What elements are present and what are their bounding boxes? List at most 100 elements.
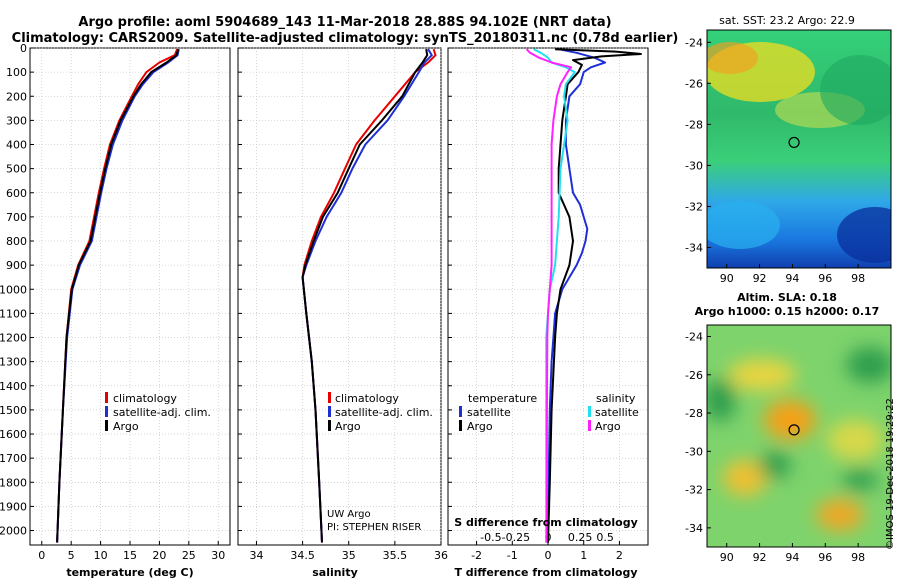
legend-label-argo: Argo (335, 420, 361, 433)
temperature-lines (56, 48, 180, 543)
legend-swatch-satellite-adj (105, 406, 108, 417)
legend-swatch-t-argo (459, 420, 462, 431)
difference-lines (525, 48, 642, 543)
series-line-s-argo (525, 48, 573, 543)
legend-title-temperature: temperature (468, 392, 537, 405)
x-tick-label: 5 (68, 549, 75, 562)
sst-map-ticks: 90 92 94 96 98 -24 -26 -28 -30 -32 -34 (685, 36, 865, 285)
x-tick-label: 34 (249, 549, 263, 562)
x-tick-label: 2 (616, 549, 623, 562)
x-tick-label: 20 (152, 549, 166, 562)
sst-map-field (707, 30, 891, 268)
map-x-tick-label: 94 (785, 272, 799, 285)
map-y-tick-label: -26 (685, 77, 703, 90)
x-tick-label: 36 (434, 549, 448, 562)
legend-swatch-satellite-adj (328, 406, 331, 417)
sst-map-frame (706, 29, 892, 269)
temperature-ticks: 0100200300400500600700800900100011001200… (0, 42, 225, 562)
map-x-tick-label: 96 (818, 272, 832, 285)
temperature-xlabel: temperature (deg C) (66, 566, 193, 579)
x-tick-label: 25 (182, 549, 196, 562)
sla-map-field (707, 325, 891, 547)
annotation-pi: PI: STEPHEN RISER (327, 522, 421, 533)
temperature-panel: 0100200300400500600700800900100011001200… (0, 42, 231, 579)
map-x-tick-label: 92 (753, 551, 767, 564)
sst-hot-patch (707, 42, 758, 74)
salinity-grid (238, 47, 442, 545)
legend-label-s-satellite: satellite (595, 406, 639, 419)
x-tick-label: 10 (94, 549, 108, 562)
legend-swatch-argo (328, 420, 331, 431)
series-line-climatology (56, 48, 179, 543)
map-x-tick-label: 90 (720, 272, 734, 285)
title-line-1: Argo profile: aoml 5904689_143 11-Mar-20… (78, 15, 611, 30)
top-x-tick-label: 0.5 (596, 531, 614, 544)
map-y-tick-label: -30 (685, 445, 703, 458)
map-y-tick-label: -24 (685, 36, 703, 49)
difference-legend: temperature satellite Argo salinity sate… (459, 392, 639, 433)
sla-mid-blob-2 (723, 460, 767, 496)
salinity-legend: climatology satellite-adj. clim. Argo (328, 392, 433, 433)
top-x-tick-label: -0.25 (502, 531, 530, 544)
legend-label-climatology: climatology (113, 392, 177, 405)
salinity-lines (301, 48, 437, 543)
temperature-legend: climatology satellite-adj. clim. Argo (105, 392, 211, 433)
series-line-t-satellite (547, 48, 607, 543)
sla-low-blob-3 (759, 451, 791, 479)
sla-blobs (707, 347, 891, 531)
x-tick-label: 0 (38, 549, 45, 562)
y-tick-label: 1800 (0, 476, 27, 489)
series-line-t-argo (547, 48, 642, 543)
title-line-2: Climatology: CARS2009. Satellite-adjuste… (12, 31, 679, 46)
series-line-argo (301, 49, 429, 543)
y-tick-label: 0 (20, 42, 27, 55)
sla-map-panel: Altim. SLA: 0.18 Argo h1000: 0.15 h2000:… (685, 291, 892, 564)
temperature-grid (30, 47, 230, 545)
map-y-tick-label: -34 (685, 522, 703, 535)
sla-map-frame (706, 324, 892, 548)
sla-map-title-2: Argo h1000: 0.15 h2000: 0.17 (695, 305, 880, 318)
sst-green-patch (820, 55, 891, 125)
series-line-s-satellite (533, 48, 576, 543)
x-tick-label: 1 (580, 549, 587, 562)
legend-label-satellite-adj: satellite-adj. clim. (113, 406, 211, 419)
y-tick-label: 2000 (0, 525, 27, 538)
x-tick-label: 15 (123, 549, 137, 562)
sla-map-title-1: Altim. SLA: 0.18 (737, 291, 837, 304)
map-x-tick-label: 96 (818, 551, 832, 564)
map-y-tick-label: -28 (685, 118, 703, 131)
series-line-climatology (301, 48, 437, 543)
map-y-tick-label: -30 (685, 159, 703, 172)
difference-top-ticks: -0.5 -0.25 0 0.25 0.5 (480, 531, 614, 544)
legend-title-salinity: salinity (596, 392, 636, 405)
y-tick-label: 1100 (0, 307, 27, 320)
legend-swatch-s-argo (588, 420, 591, 431)
map-y-tick-label: -34 (685, 241, 703, 254)
sst-cold-patch (837, 207, 891, 263)
sla-low-blob (707, 378, 736, 422)
legend-swatch-argo (105, 420, 108, 431)
sla-low-blob-2 (846, 347, 891, 383)
sla-high-blob-2 (816, 499, 864, 531)
map-x-tick-label: 92 (753, 272, 767, 285)
x-tick-label: 30 (211, 549, 225, 562)
x-tick-label: 34.5 (290, 549, 315, 562)
map-y-tick-label: -26 (685, 369, 703, 382)
y-tick-label: 1700 (0, 452, 27, 465)
y-tick-label: 200 (6, 90, 27, 103)
legend-label-argo: Argo (113, 420, 139, 433)
series-line-argo (56, 48, 180, 543)
x-tick-label: 35 (342, 549, 356, 562)
salinity-ticks: 34 34.5 35 35.5 36 (238, 47, 448, 562)
y-tick-label: 600 (6, 187, 27, 200)
legend-label-s-argo: Argo (595, 420, 621, 433)
sst-cool-patch (707, 201, 780, 249)
y-tick-label: 300 (6, 114, 27, 127)
sla-mid-blob (728, 359, 796, 391)
map-y-tick-label: -28 (685, 407, 703, 420)
legend-label-climatology: climatology (335, 392, 399, 405)
legend-swatch-climatology (328, 392, 331, 403)
map-x-tick-label: 90 (720, 551, 734, 564)
y-tick-label: 1900 (0, 500, 27, 513)
